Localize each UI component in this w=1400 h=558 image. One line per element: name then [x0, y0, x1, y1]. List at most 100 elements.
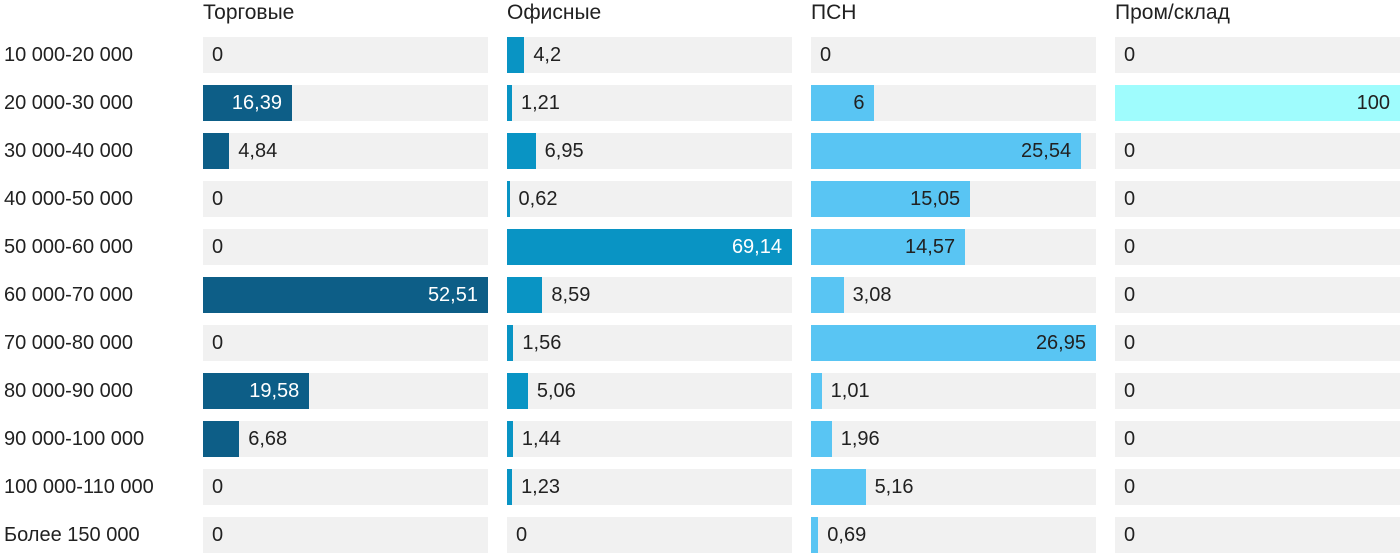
- bar: [507, 277, 543, 313]
- bar-track: 1,01: [811, 373, 1096, 409]
- bar-value-label: 26,95: [1035, 332, 1086, 354]
- bar-track: 0: [1115, 37, 1400, 73]
- bar-value-label: 0: [1124, 44, 1136, 66]
- bar-value-label: 5,16: [874, 476, 914, 498]
- bar: 16,39: [203, 85, 292, 121]
- bar-value-label: 8,59: [551, 284, 591, 306]
- bar-track: 6,68: [203, 421, 488, 457]
- row-label: 30 000-40 000: [4, 140, 134, 162]
- bar: 52,51: [203, 277, 488, 313]
- bar-track: 0: [203, 469, 488, 505]
- bar-track: 26,95: [811, 325, 1096, 361]
- bar-track: 0: [811, 37, 1096, 73]
- bar: [203, 421, 240, 457]
- bar: [811, 373, 822, 409]
- bar-track: 0: [203, 37, 488, 73]
- bar: [203, 133, 230, 169]
- bar-track: 4,84: [203, 133, 488, 169]
- bar-value-label: 1,44: [521, 428, 561, 450]
- bar-track: 5,16: [811, 469, 1096, 505]
- bar-track: 0,69: [811, 517, 1096, 553]
- bar-track: 1,21: [507, 85, 792, 121]
- bar-value-label: 19,58: [249, 380, 300, 402]
- column-header: ПСН: [811, 1, 857, 24]
- bar-track: 8,59: [507, 277, 792, 313]
- bar-track: 0: [1115, 325, 1400, 361]
- bar-track: 0: [507, 517, 792, 553]
- bar: 19,58: [203, 373, 310, 409]
- bar-value-label: 0: [516, 524, 528, 546]
- row-label: 60 000-70 000: [4, 284, 134, 306]
- bar-track: 1,44: [507, 421, 792, 457]
- bar-track: 25,54: [811, 133, 1096, 169]
- bar-value-label: 0: [212, 236, 224, 258]
- bar-value-label: 0: [1124, 236, 1136, 258]
- bar: 69,14: [507, 229, 792, 265]
- bar: [507, 373, 528, 409]
- bar-track: 0: [1115, 277, 1400, 313]
- bar: [507, 37, 525, 73]
- bar-track: 15,05: [811, 181, 1096, 217]
- bar: 25,54: [811, 133, 1082, 169]
- bar: [507, 421, 513, 457]
- bar-value-label: 0: [212, 44, 224, 66]
- bar-value-label: 4,84: [238, 140, 278, 162]
- bar-value-label: 0: [212, 188, 224, 210]
- bar-value-label: 14,57: [905, 236, 956, 258]
- bar-value-label: 1,96: [840, 428, 880, 450]
- bar-track: 5,06: [507, 373, 792, 409]
- row-label: 20 000-30 000: [4, 92, 134, 114]
- bar-track: 14,57: [811, 229, 1096, 265]
- bar: 6: [811, 85, 875, 121]
- bar-track: 100: [1115, 85, 1400, 121]
- bar-value-label: 0: [1124, 284, 1136, 306]
- bar: 14,57: [811, 229, 966, 265]
- bar: [811, 277, 844, 313]
- bar-value-label: 52,51: [427, 284, 478, 306]
- bar-track: 0: [203, 181, 488, 217]
- bar: [507, 469, 513, 505]
- bar-value-label: 5,06: [536, 380, 576, 402]
- bar-value-label: 1,56: [522, 332, 562, 354]
- bar-track: 3,08: [811, 277, 1096, 313]
- row-label: 10 000-20 000: [4, 44, 134, 66]
- bar: [507, 325, 514, 361]
- bar: 26,95: [811, 325, 1096, 361]
- bar-track: 0: [1115, 421, 1400, 457]
- bar-value-label: 1,23: [521, 476, 560, 498]
- bar-value-label: 0: [1124, 524, 1136, 546]
- bar: [811, 517, 819, 553]
- bar-track: 1,96: [811, 421, 1096, 457]
- row-label: 40 000-50 000: [4, 188, 134, 210]
- bar-value-label: 0: [1124, 380, 1136, 402]
- bar-value-label: 6,95: [544, 140, 584, 162]
- bar-value-label: 0: [1124, 188, 1136, 210]
- bar: [811, 469, 866, 505]
- bar-track: 19,58: [203, 373, 488, 409]
- row-label: 50 000-60 000: [4, 236, 134, 258]
- bar: [811, 421, 832, 457]
- bar-value-label: 1,21: [520, 92, 560, 114]
- bar-value-label: 6: [853, 92, 865, 114]
- bar: [507, 85, 512, 121]
- bar-value-label: 15,05: [910, 188, 961, 210]
- row-label: Более 150 000: [4, 524, 140, 546]
- bar-track: 16,39: [203, 85, 488, 121]
- bar-value-label: 3,08: [852, 284, 892, 306]
- bar-track: 0: [1115, 181, 1400, 217]
- row-label: 100 000-110 000: [4, 476, 154, 498]
- bar-value-label: 6,68: [248, 428, 288, 450]
- bar-value-label: 0: [1124, 476, 1136, 498]
- column-header: Пром/склад: [1115, 1, 1230, 24]
- bar-value-label: 4,2: [533, 44, 562, 66]
- row-label: 90 000-100 000: [4, 428, 145, 450]
- bar-track: 0: [1115, 373, 1400, 409]
- bar-value-label: 0,62: [518, 188, 558, 210]
- bar: 100: [1115, 85, 1400, 121]
- bar-track: 0: [1115, 469, 1400, 505]
- bar-value-label: 0: [820, 44, 832, 66]
- bar-track: 0: [1115, 133, 1400, 169]
- bar-track: 1,56: [507, 325, 792, 361]
- bar-track: 1,23: [507, 469, 792, 505]
